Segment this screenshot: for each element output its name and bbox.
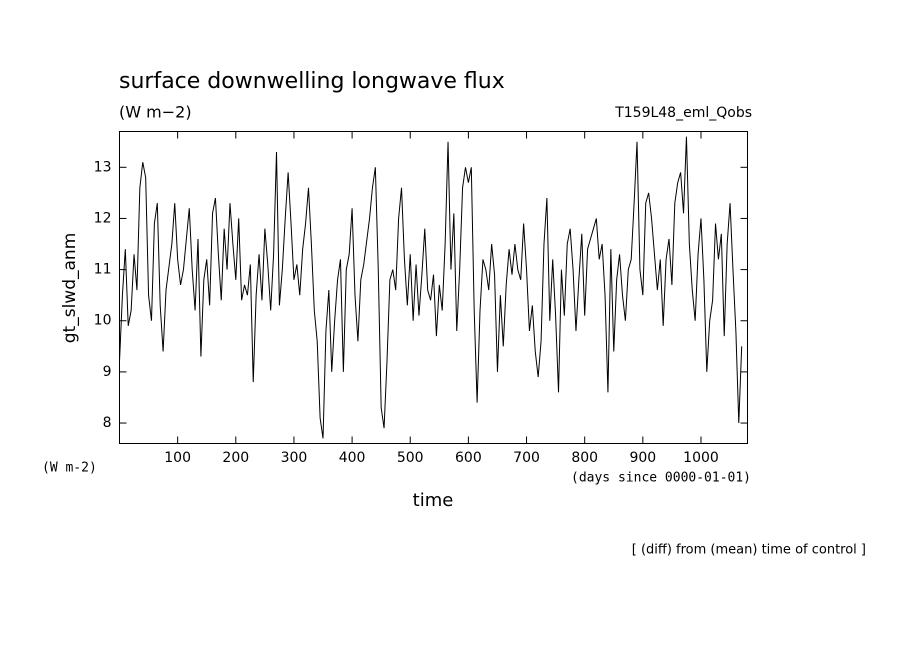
y-tick-label: 9 <box>103 364 112 380</box>
x-tick-label: 700 <box>513 450 540 466</box>
experiment-label: T159L48_eml_Qobs <box>614 105 752 121</box>
plot-frame <box>119 131 748 444</box>
x-tick-label: 900 <box>629 450 656 466</box>
x-tick-label: 600 <box>455 450 482 466</box>
units-label: (W m−2) <box>119 103 192 122</box>
chart-title: surface downwelling longwave flux <box>119 69 505 94</box>
y-tick-label: 12 <box>94 210 112 226</box>
x-tick-label: 100 <box>164 450 191 466</box>
y-units-label: (W m-2) <box>42 461 97 476</box>
x-tick-label: 400 <box>339 450 366 466</box>
y-tick-label: 13 <box>94 159 112 175</box>
x-tick-label: 300 <box>281 450 308 466</box>
y-tick-label: 8 <box>103 415 112 431</box>
x-tick-label: 200 <box>222 450 249 466</box>
x-tick-label: 800 <box>571 450 598 466</box>
data-line <box>119 136 743 439</box>
y-axis-title: gt_slwd_anm <box>60 233 80 343</box>
x-units-label: (days since 0000-01-01) <box>571 471 751 486</box>
y-tick-label: 11 <box>94 262 112 278</box>
x-tick-label: 1000 <box>683 450 719 466</box>
x-tick-label: 500 <box>397 450 424 466</box>
footnote: [ (diff) from (mean) time of control ] <box>632 543 866 558</box>
x-axis-title: time <box>413 490 454 511</box>
y-tick-label: 10 <box>94 313 112 329</box>
